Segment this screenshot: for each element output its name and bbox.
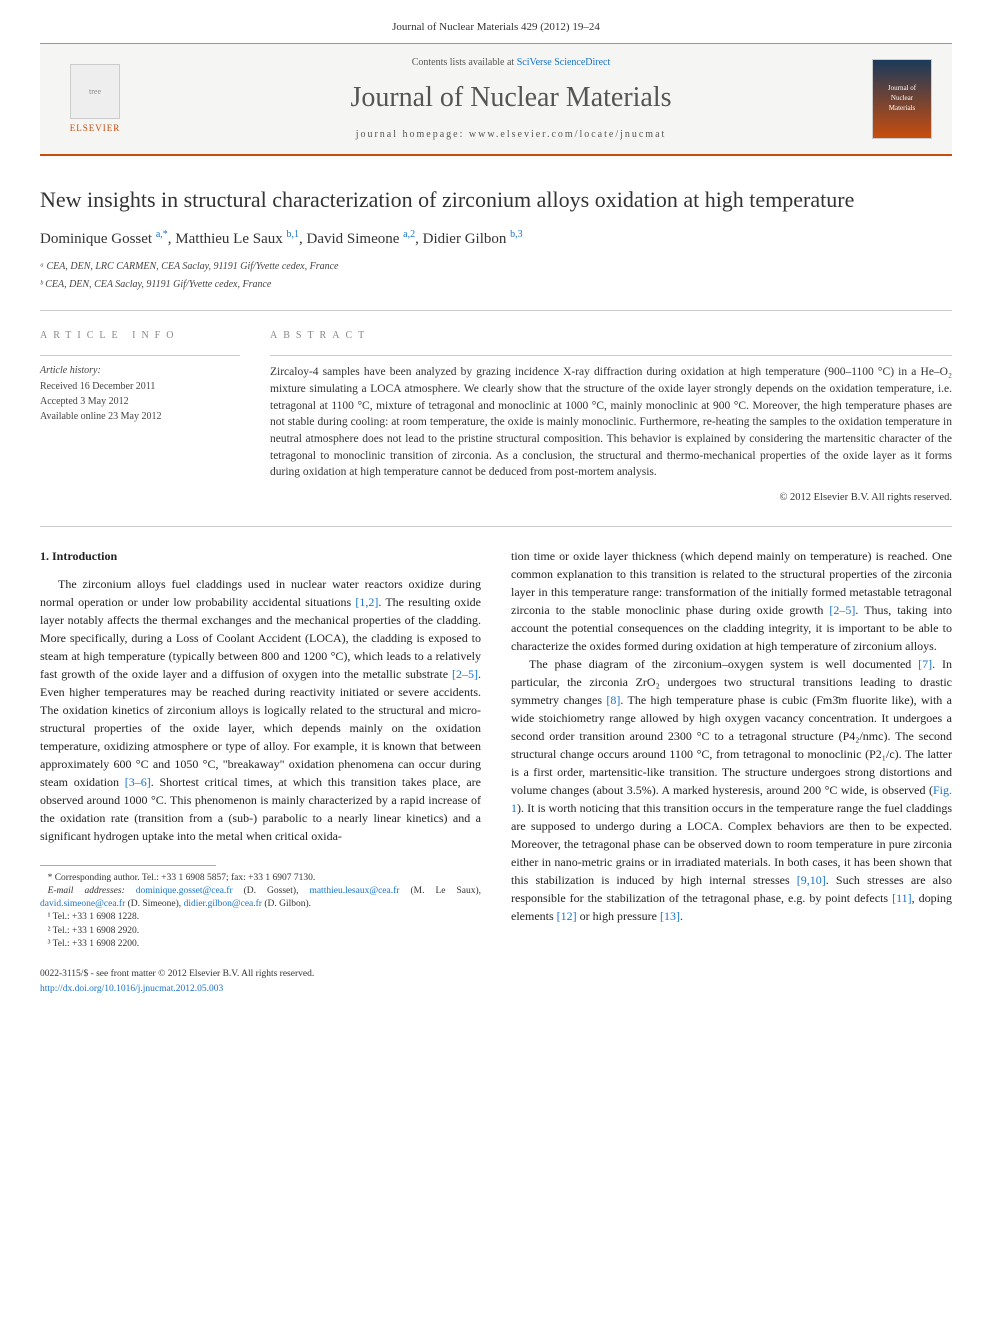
footnote-tel2: ² Tel.: +33 1 6908 2920. <box>40 925 481 938</box>
emails-label: E-mail addresses: <box>48 886 125 896</box>
contents-lists-label: Contents lists available at SciVerse Sci… <box>150 56 872 70</box>
abstract-text: Zircaloy-4 samples have been analyzed by… <box>270 364 952 481</box>
article-info-column: ARTICLE INFO Article history: Received 1… <box>40 329 240 505</box>
affiliation-a: ᵃ CEA, DEN, LRC CARMEN, CEA Saclay, 9119… <box>40 260 952 274</box>
footnote-tel1: ¹ Tel.: +33 1 6908 1228. <box>40 911 481 924</box>
elsevier-tree-icon: tree <box>70 64 120 119</box>
divider <box>40 310 952 311</box>
section-number: 1. <box>40 549 49 563</box>
journal-homepage: journal homepage: www.elsevier.com/locat… <box>150 128 872 142</box>
body-column-right: tion time or oxide layer thickness (whic… <box>511 547 952 996</box>
body-columns: 1. Introduction The zirconium alloys fue… <box>40 547 952 996</box>
sciencedirect-link[interactable]: SciVerse ScienceDirect <box>517 57 611 68</box>
journal-citation-header: Journal of Nuclear Materials 429 (2012) … <box>40 20 952 35</box>
elsevier-label: ELSEVIER <box>70 122 121 135</box>
section-heading: 1. Introduction <box>40 547 481 565</box>
doi-prefix-link[interactable]: http://dx.doi.org/ <box>40 984 104 994</box>
article-history-label: Article history: <box>40 364 240 378</box>
body-paragraph: The phase diagram of the zirconium–oxyge… <box>511 655 952 925</box>
history-received: Received 16 December 2011 <box>40 380 240 394</box>
doi-front-matter: 0022-3115/$ - see front matter © 2012 El… <box>40 967 481 981</box>
affiliation-b: ᵇ CEA, DEN, CEA Saclay, 91191 Gif/Yvette… <box>40 278 952 292</box>
abstract-column: ABSTRACT Zircaloy-4 samples have been an… <box>270 329 952 505</box>
journal-name: Journal of Nuclear Materials <box>150 78 872 117</box>
doi-link[interactable]: 10.1016/j.jnucmat.2012.05.003 <box>104 984 223 994</box>
journal-cover-thumbnail[interactable]: Journal of Nuclear Materials <box>872 59 932 139</box>
homepage-url[interactable]: www.elsevier.com/locate/jnucmat <box>469 129 666 140</box>
article-info-heading: ARTICLE INFO <box>40 329 240 343</box>
footnote-emails: E-mail addresses: dominique.gosset@cea.f… <box>40 885 481 912</box>
abstract-heading: ABSTRACT <box>270 329 952 343</box>
article-title: New insights in structural characterizat… <box>40 186 952 215</box>
body-column-left: 1. Introduction The zirconium alloys fue… <box>40 547 481 996</box>
footnote-corresponding: * Corresponding author. Tel.: +33 1 6908… <box>40 872 481 885</box>
authors-list: Dominique Gosset a,*, Matthieu Le Saux b… <box>40 228 952 250</box>
affiliations: ᵃ CEA, DEN, LRC CARMEN, CEA Saclay, 9119… <box>40 260 952 292</box>
journal-header-box: tree ELSEVIER Contents lists available a… <box>40 43 952 155</box>
section-title: Introduction <box>52 549 117 563</box>
history-accepted: Accepted 3 May 2012 <box>40 395 240 409</box>
divider <box>40 526 952 527</box>
footnote-tel3: ³ Tel.: +33 1 6908 2200. <box>40 938 481 951</box>
contents-text: Contents lists available at <box>412 57 514 68</box>
doi-block: 0022-3115/$ - see front matter © 2012 El… <box>40 967 481 996</box>
body-paragraph: tion time or oxide layer thickness (whic… <box>511 547 952 655</box>
body-paragraph: The zirconium alloys fuel claddings used… <box>40 575 481 845</box>
abstract-copyright: © 2012 Elsevier B.V. All rights reserved… <box>270 491 952 506</box>
homepage-label: journal homepage: <box>356 129 465 140</box>
footnotes-divider <box>40 865 216 866</box>
history-online: Available online 23 May 2012 <box>40 410 240 424</box>
elsevier-logo[interactable]: tree ELSEVIER <box>60 59 130 139</box>
